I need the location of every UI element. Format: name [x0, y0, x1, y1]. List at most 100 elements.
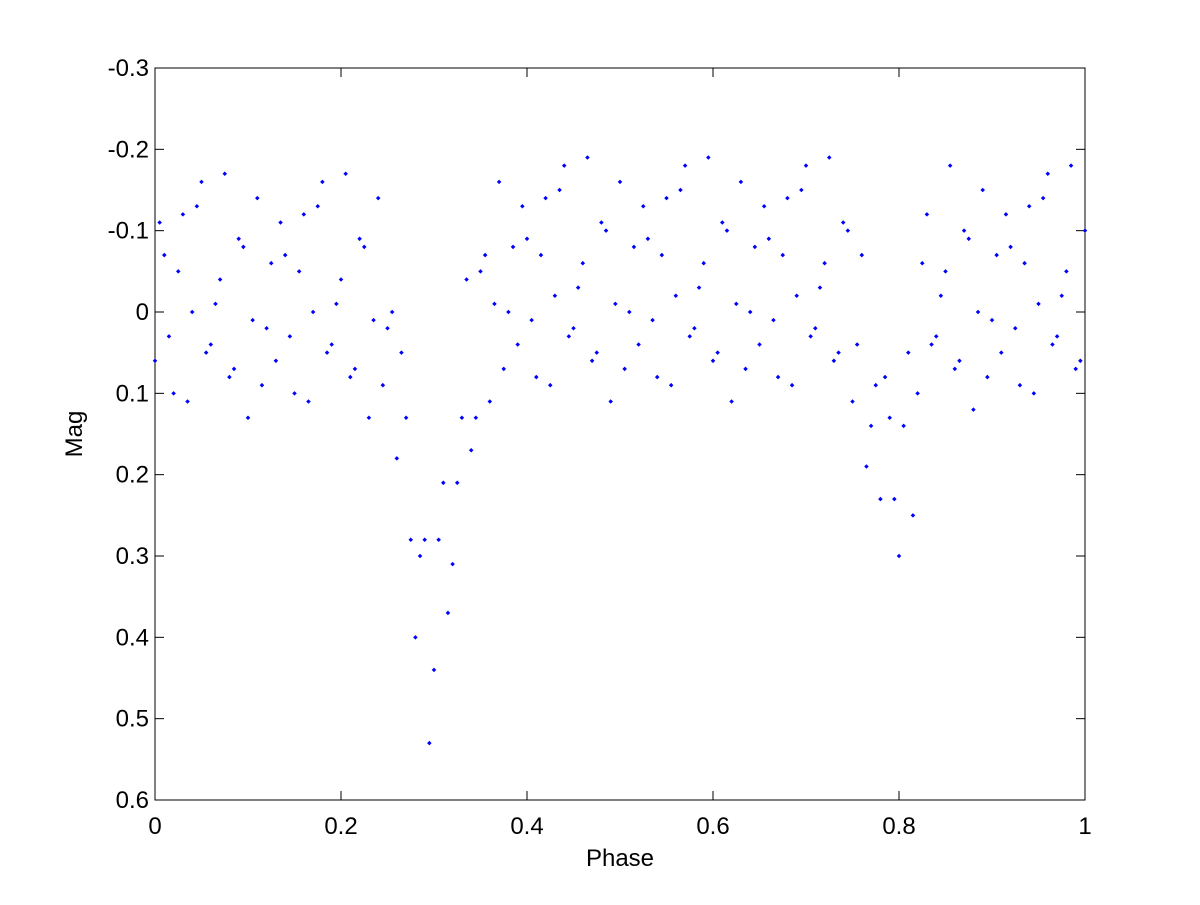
data-point [310, 309, 316, 315]
data-point [454, 480, 460, 486]
y-tick-label: 0.4 [116, 624, 149, 651]
data-point [538, 252, 544, 258]
data-point [789, 382, 795, 388]
data-point [882, 374, 888, 380]
y-axis-label: Mag [61, 411, 88, 458]
data-point [287, 334, 293, 339]
data-point [492, 301, 497, 307]
data-point [757, 342, 762, 347]
data-point [868, 423, 874, 429]
data-point [385, 326, 390, 331]
data-point [571, 326, 576, 331]
data-point [371, 317, 376, 323]
y-tick-label: -0.1 [108, 218, 149, 245]
data-point [175, 269, 181, 274]
data-point [1073, 366, 1078, 372]
data-point [296, 269, 302, 274]
data-point [650, 317, 655, 323]
data-point [692, 326, 697, 331]
data-point [975, 309, 981, 315]
data-point [594, 350, 600, 355]
data-point [743, 366, 748, 372]
data-point [994, 252, 999, 258]
data-point [487, 399, 493, 404]
x-tick-label: 1 [1078, 813, 1091, 840]
data-point [1054, 334, 1060, 339]
data-point [171, 391, 176, 396]
data-point [348, 374, 353, 380]
data-point [506, 309, 511, 315]
data-point [389, 309, 395, 315]
x-tick-label: 0.2 [324, 813, 357, 840]
data-point [636, 342, 641, 347]
data-point [622, 366, 627, 372]
data-point [989, 317, 995, 323]
data-point [268, 260, 274, 266]
data-point [315, 204, 321, 209]
x-tick-label: 0 [148, 813, 161, 840]
x-tick-label: 0.4 [510, 813, 543, 840]
data-point [1022, 260, 1027, 266]
data-point [534, 374, 539, 380]
data-point [352, 366, 358, 372]
data-point [152, 358, 158, 364]
data-point [245, 415, 251, 420]
y-tick-label: 0.5 [116, 706, 149, 733]
data-point [441, 480, 446, 486]
data-point [278, 220, 283, 225]
data-point [673, 293, 679, 298]
data-point [887, 415, 892, 420]
data-point [836, 350, 841, 355]
data-point [273, 358, 279, 364]
data-point [933, 334, 939, 339]
data-point [366, 415, 372, 420]
x-axis-label: Phase [586, 845, 654, 872]
data-point [306, 399, 311, 404]
x-tick-label: 0.6 [696, 813, 729, 840]
data-point [394, 456, 400, 461]
data-point [529, 317, 534, 323]
data-point [282, 252, 288, 258]
data-point [589, 358, 595, 364]
data-point [515, 342, 520, 347]
y-tick-label: 0 [136, 299, 149, 326]
data-point [1082, 228, 1088, 233]
data-point [915, 391, 920, 396]
data-point [1040, 195, 1046, 201]
data-point [482, 252, 488, 258]
data-point [971, 407, 976, 412]
data-point [231, 366, 237, 372]
data-point [873, 382, 879, 388]
y-tick-label: 0.2 [116, 462, 149, 489]
data-point [413, 635, 418, 640]
data-point [580, 260, 586, 266]
data-point [952, 366, 958, 372]
data-point [733, 301, 739, 307]
data-point [906, 350, 911, 355]
data-point [403, 415, 409, 420]
data-point [431, 667, 437, 673]
data-point [380, 382, 386, 388]
data-point [808, 334, 813, 339]
data-point [985, 374, 990, 380]
data-point [854, 342, 860, 347]
data-point [464, 277, 469, 282]
data-point [822, 260, 827, 266]
data-point [813, 326, 818, 331]
data-point [747, 309, 753, 315]
data-point [794, 293, 799, 298]
data-point [892, 496, 897, 502]
data-point [185, 399, 190, 404]
data-point [301, 212, 307, 217]
data-point [338, 277, 344, 282]
data-point [715, 350, 720, 355]
data-point [817, 285, 823, 290]
data-point [775, 374, 781, 380]
data-point [901, 423, 906, 429]
data-point [436, 537, 441, 542]
data-point [575, 285, 581, 290]
data-point [1059, 293, 1065, 298]
data-point [547, 382, 553, 388]
data-point [501, 366, 507, 372]
data-point [208, 342, 214, 347]
